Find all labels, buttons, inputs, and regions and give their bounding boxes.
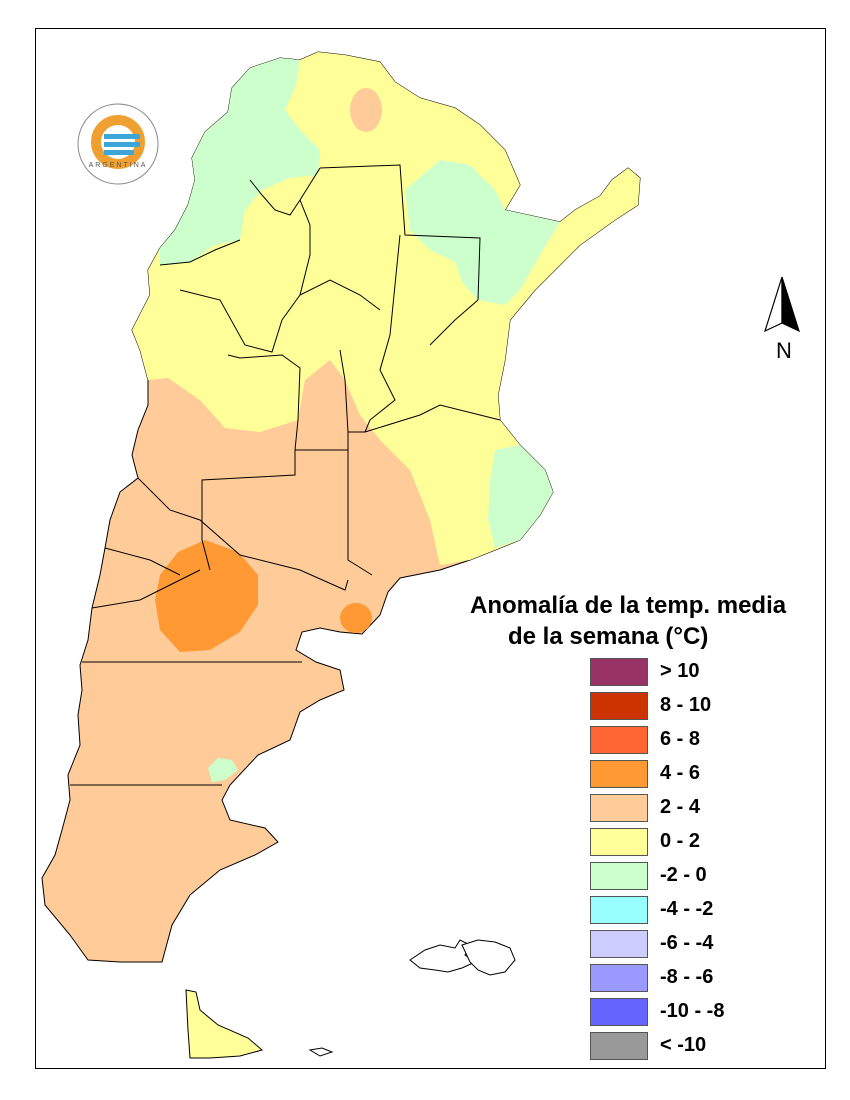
legend: Anomalía de la temp. media de la semana …: [470, 590, 820, 1060]
region-green-northwest: [160, 58, 320, 265]
legend-swatch: [590, 1032, 648, 1060]
smn-logo: ARGENTINA: [74, 100, 162, 188]
region-tierra-del-fuego: [185, 989, 264, 1059]
legend-swatch: [590, 998, 648, 1026]
legend-swatch: [590, 794, 648, 822]
region-islas-malvinas: [409, 939, 516, 976]
legend-swatch: [590, 726, 648, 754]
legend-label: < -10: [660, 1034, 707, 1056]
legend-swatch: [590, 658, 648, 686]
legend-title-line2: de la semana (°C): [508, 623, 709, 650]
north-arrow: [757, 275, 805, 365]
logo-text: ARGENTINA: [88, 162, 148, 169]
legend-swatch: [590, 862, 648, 890]
legend-label: 0 - 2: [660, 830, 701, 852]
legend-label: -6 - -4: [660, 932, 714, 954]
region-orange-coast: [340, 603, 372, 633]
legend-title: Anomalía de la temp. media de la semana …: [470, 590, 820, 652]
legend-label: 8 - 10: [660, 694, 712, 716]
smn-logo-icon: [77, 103, 159, 185]
legend-swatch: [590, 692, 648, 720]
region-orange-patagonia: [155, 540, 258, 652]
north-label: N: [776, 338, 792, 363]
region-pink-spot: [350, 88, 382, 132]
legend-swatch: [590, 896, 648, 924]
legend-label: -2 - 0: [660, 864, 707, 886]
legend-label: 2 - 4: [660, 796, 701, 818]
legend-swatch: [590, 828, 648, 856]
region-small-island: [308, 1047, 334, 1057]
legend-swatch: [590, 964, 648, 992]
legend-title-line1: Anomalía de la temp. media: [470, 592, 787, 619]
legend-swatch: [590, 760, 648, 788]
legend-swatch: [590, 930, 648, 958]
region-green-northeast: [405, 160, 560, 305]
region-green-patagonia: [208, 758, 238, 782]
legend-label: 6 - 8: [660, 728, 701, 750]
legend-label: -10 - -8: [660, 1000, 725, 1022]
legend-label: -4 - -2: [660, 898, 714, 920]
legend-label: > 10: [660, 660, 700, 682]
province-boundaries: [70, 164, 501, 786]
legend-label: -8 - -6: [660, 966, 714, 988]
legend-label: 4 - 6: [660, 762, 701, 784]
region-green-east: [488, 445, 553, 548]
north-arrow-icon: [764, 276, 800, 333]
